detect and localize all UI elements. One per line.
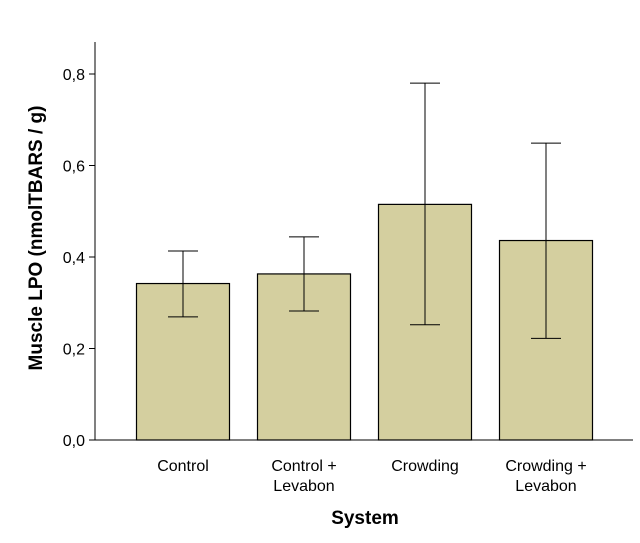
y-axis: 0,0 0,2 0,4 0,6 0,8 bbox=[63, 41, 96, 450]
bars bbox=[135, 203, 594, 441]
y-tick-label: 0,4 bbox=[63, 250, 85, 267]
y-tick-label: 0,0 bbox=[63, 433, 85, 450]
y-tick-label: 0,8 bbox=[63, 67, 85, 84]
x-axis: Control Control + Levabon Crowding Crowding … bbox=[95, 439, 633, 495]
y-tick-label: 0,6 bbox=[63, 159, 85, 176]
x-tick-label: Control bbox=[157, 458, 209, 475]
x-axis-title: System bbox=[331, 508, 399, 529]
x-tick-label: Control + Levabon bbox=[271, 458, 336, 495]
x-tick-label: Crowding + Levabon bbox=[505, 458, 586, 495]
error-bars bbox=[168, 82, 561, 339]
y-axis-title: Muscle LPO (nmolTBARS / g) bbox=[26, 106, 47, 371]
x-tick-label: Crowding bbox=[391, 458, 459, 475]
y-tick-label: 0,2 bbox=[63, 342, 85, 359]
